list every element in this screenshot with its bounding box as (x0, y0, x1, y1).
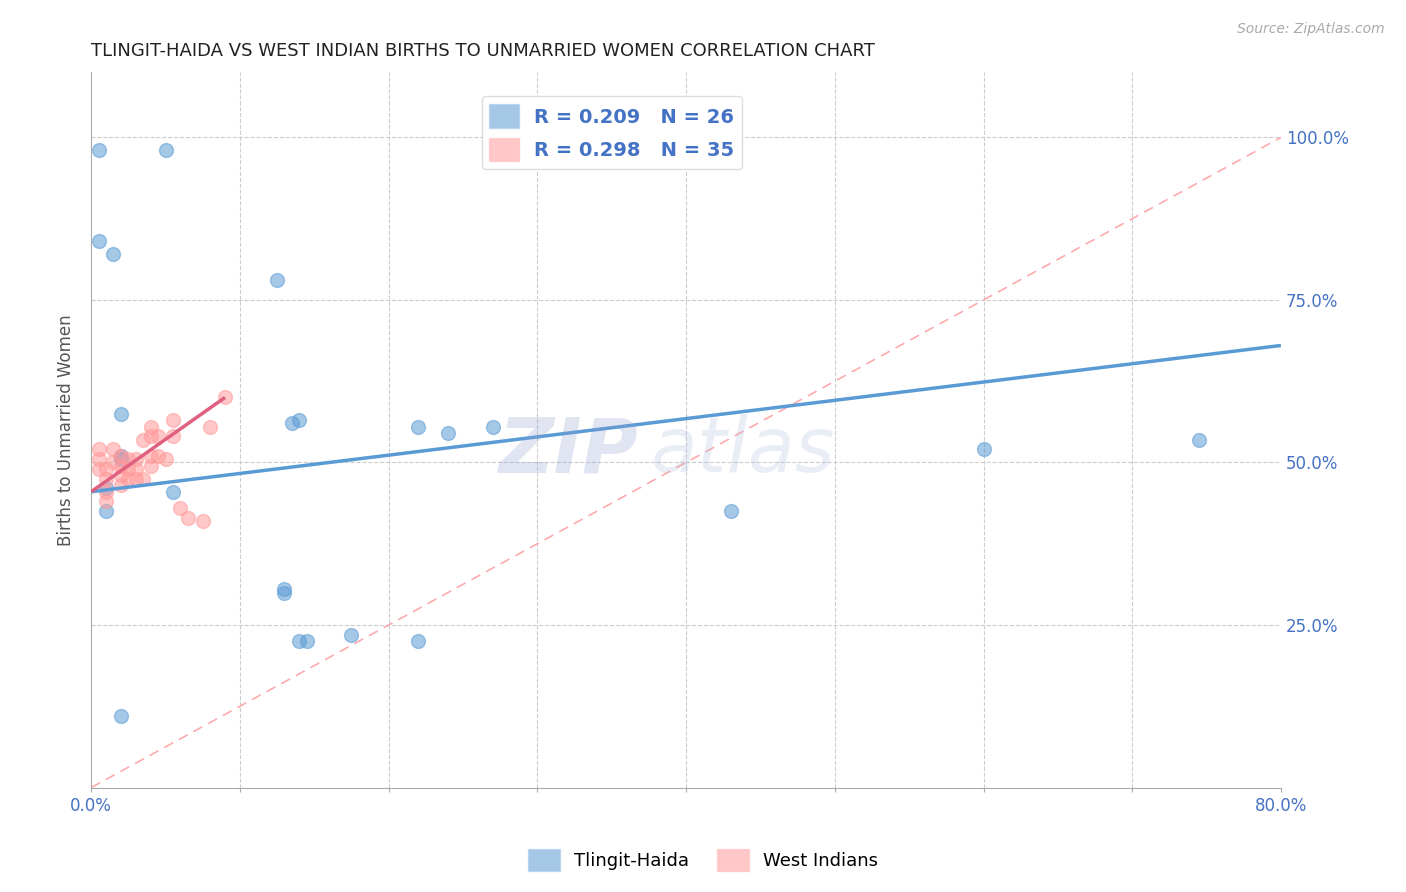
Point (720, 504, 742, 518)
Point (87, 462, 110, 476)
Point (110, 709, 132, 723)
Point (340, 628, 363, 642)
Point (288, 413, 311, 427)
Point (110, 468, 132, 483)
Point (169, 500, 191, 515)
Point (155, 144, 177, 158)
Point (408, 634, 430, 648)
Legend: Tlingit-Haida, West Indians: Tlingit-Haida, West Indians (520, 842, 886, 879)
Point (295, 634, 318, 648)
Point (132, 472, 155, 486)
Point (139, 419, 162, 434)
Point (177, 510, 200, 524)
Point (273, 582, 295, 597)
Point (162, 484, 184, 499)
Point (162, 429, 184, 443)
Point (408, 419, 430, 434)
Text: atlas: atlas (651, 415, 835, 489)
Point (103, 247, 125, 261)
Point (481, 419, 503, 434)
Point (125, 472, 148, 486)
Point (117, 472, 139, 486)
Point (125, 452, 148, 467)
Point (87, 144, 110, 158)
Point (162, 413, 184, 427)
Point (437, 426, 460, 441)
Y-axis label: Births to Unmarried Women: Births to Unmarried Women (58, 314, 75, 546)
Point (281, 417, 304, 431)
Text: Source: ZipAtlas.com: Source: ZipAtlas.com (1237, 22, 1385, 37)
Point (155, 452, 177, 467)
Point (139, 429, 162, 443)
Point (117, 452, 139, 467)
Point (125, 462, 148, 476)
Point (288, 634, 311, 648)
Point (214, 391, 236, 405)
Point (94, 494, 117, 508)
Point (117, 462, 139, 476)
Point (87, 452, 110, 467)
Text: ZIP: ZIP (499, 415, 638, 489)
Point (110, 458, 132, 473)
Point (110, 449, 132, 463)
Point (198, 419, 221, 434)
Point (110, 478, 132, 492)
Point (273, 585, 295, 599)
Point (139, 449, 162, 463)
Point (266, 273, 288, 287)
Point (110, 452, 132, 467)
Point (103, 455, 125, 469)
Point (110, 449, 132, 463)
Point (146, 449, 169, 463)
Point (139, 458, 162, 473)
Point (94, 482, 117, 496)
Point (110, 407, 132, 421)
Legend: R = 0.209   N = 26, R = 0.298   N = 35: R = 0.209 N = 26, R = 0.298 N = 35 (482, 96, 742, 169)
Point (146, 429, 169, 443)
Point (103, 442, 125, 457)
Point (94, 472, 117, 486)
Point (1188, 433, 1211, 447)
Point (94, 462, 117, 476)
Point (191, 514, 214, 528)
Point (132, 433, 155, 447)
Text: TLINGIT-HAIDA VS WEST INDIAN BIRTHS TO UNMARRIED WOMEN CORRELATION CHART: TLINGIT-HAIDA VS WEST INDIAN BIRTHS TO U… (91, 42, 875, 60)
Point (87, 442, 110, 457)
Point (94, 484, 117, 499)
Point (87, 235, 110, 249)
Point (94, 504, 117, 518)
Point (973, 442, 995, 457)
